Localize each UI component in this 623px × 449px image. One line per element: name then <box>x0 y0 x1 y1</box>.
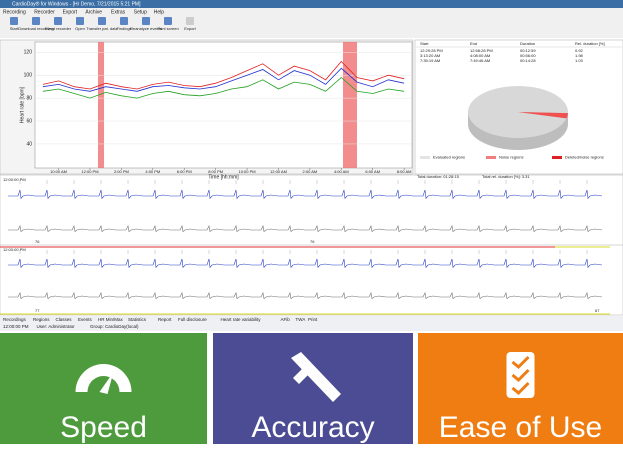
table-cell[interactable]: 7:35:19 AM <box>420 58 440 63</box>
x-tick-label: 2:00 PM <box>114 169 129 174</box>
tab[interactable]: Classes <box>56 317 73 322</box>
toolbar-label[interactable]: Print screen <box>157 26 178 31</box>
tab[interactable]: Events <box>78 317 93 322</box>
legend-label: Noise regions <box>499 155 523 160</box>
table-cell[interactable]: 7:49:46 AM <box>470 58 490 63</box>
page: CardioDay® for Windows - [Hr Demo, 7/21/… <box>0 0 623 444</box>
menu-item[interactable]: Export <box>63 9 78 15</box>
toolbar-icon[interactable] <box>164 17 172 25</box>
tab[interactable]: Statistics <box>128 317 147 322</box>
tab[interactable]: HR Min/Max <box>98 317 124 322</box>
tab[interactable]: AFib <box>281 317 291 322</box>
x-tick-label: 6:00 PM <box>177 169 192 174</box>
legend-swatch <box>552 156 562 159</box>
strip-label: 76 <box>310 239 315 244</box>
strip-label: 67 <box>595 308 600 313</box>
strip-time: 12:00:00 PM <box>3 177 26 182</box>
table-header: End <box>470 41 477 46</box>
tile-label: Accuracy <box>251 411 374 444</box>
status-item: 12:00:00 PM <box>3 324 29 329</box>
tab[interactable]: Recordings <box>3 317 27 322</box>
toolbar-icon[interactable] <box>142 17 150 25</box>
tab[interactable]: Print <box>308 317 318 322</box>
x-tick-label: 12:00 PM <box>81 169 98 174</box>
legend-label: Evaluated regions <box>433 155 465 160</box>
x-axis-label: Time [hh:mm] <box>208 174 239 180</box>
tile-label: Ease of Use <box>439 411 602 444</box>
x-tick-label: 2:00 AM <box>303 169 318 174</box>
strip-time: 12:00:00 PM <box>3 247 26 252</box>
y-axis-label: Heart rate [bpm] <box>19 86 25 123</box>
table-cell[interactable]: 00:14:28 <box>520 58 536 63</box>
x-tick-label: 10:00 PM <box>239 169 256 174</box>
strip-label: 77 <box>35 308 40 313</box>
menu-item[interactable]: Recording <box>3 9 26 15</box>
toolbar-label[interactable]: Transfer pat. data <box>86 26 118 31</box>
y-tick-label: 80 <box>26 95 32 101</box>
x-tick-label: 12:00 AM <box>270 169 287 174</box>
menu-item[interactable]: Archive <box>85 9 102 15</box>
strip-label: 76 <box>35 239 40 244</box>
total-rel: Total rel. duration [%]: 3.31 <box>482 174 530 179</box>
x-tick-label: 6:00 AM <box>365 169 380 174</box>
status-item: User: Administrator <box>37 324 76 329</box>
tile-label: Speed <box>60 411 147 444</box>
table-header: Duration <box>520 41 535 46</box>
status-item: Group: CardioDay(local) <box>90 324 139 329</box>
y-tick-label: 60 <box>26 118 32 124</box>
noise-region <box>343 42 357 168</box>
x-tick-label: 8:00 AM <box>397 169 412 174</box>
pie-slice <box>468 86 568 138</box>
x-tick-label: 4:00 PM <box>145 169 160 174</box>
toolbar-icon[interactable] <box>98 17 106 25</box>
toolbar-icon[interactable] <box>32 17 40 25</box>
menu-item[interactable]: Recorder <box>34 9 55 15</box>
y-tick-label: 40 <box>26 141 32 147</box>
toolbar-icon[interactable] <box>10 17 18 25</box>
toolbar-icon[interactable] <box>120 17 128 25</box>
menu-item[interactable]: Setup <box>134 9 147 15</box>
y-tick-label: 120 <box>24 50 33 56</box>
x-tick-label: 8:00 PM <box>208 169 223 174</box>
toolbar-label[interactable]: Event recorder <box>45 26 72 31</box>
toolbar-label[interactable]: Open <box>75 26 85 31</box>
toolbar-label[interactable]: Export <box>184 26 196 31</box>
x-tick-label: 10:00 AM <box>50 169 67 174</box>
tab[interactable]: Regions <box>33 317 50 322</box>
window-title: CardioDay® for Windows - [Hr Demo, 7/21/… <box>12 0 141 7</box>
table-header: Rel. duration [%] <box>575 41 605 46</box>
table-cell[interactable]: 1.03 <box>575 58 584 63</box>
table-header: Start <box>420 41 429 46</box>
y-tick-label: 100 <box>24 73 33 79</box>
legend-swatch <box>486 156 496 159</box>
tab[interactable]: Full disclosure <box>178 317 207 322</box>
total-duration: Total duration: 01:28:15 <box>417 174 460 179</box>
toolbar-icon[interactable] <box>76 17 84 25</box>
noise-region <box>98 42 104 168</box>
tab[interactable]: Report <box>158 317 172 322</box>
toolbar-icon[interactable] <box>186 17 194 25</box>
legend-swatch <box>420 156 430 159</box>
menu-item[interactable]: Extras <box>111 9 126 15</box>
tab[interactable]: Heart rate variability <box>221 317 262 322</box>
tab[interactable]: TWA <box>296 317 306 322</box>
x-tick-label: 4:00 AM <box>334 169 349 174</box>
toolbar-icon[interactable] <box>54 17 62 25</box>
menu-item[interactable]: Help <box>154 9 165 15</box>
legend-label: Deleted/noise regions <box>565 155 604 160</box>
